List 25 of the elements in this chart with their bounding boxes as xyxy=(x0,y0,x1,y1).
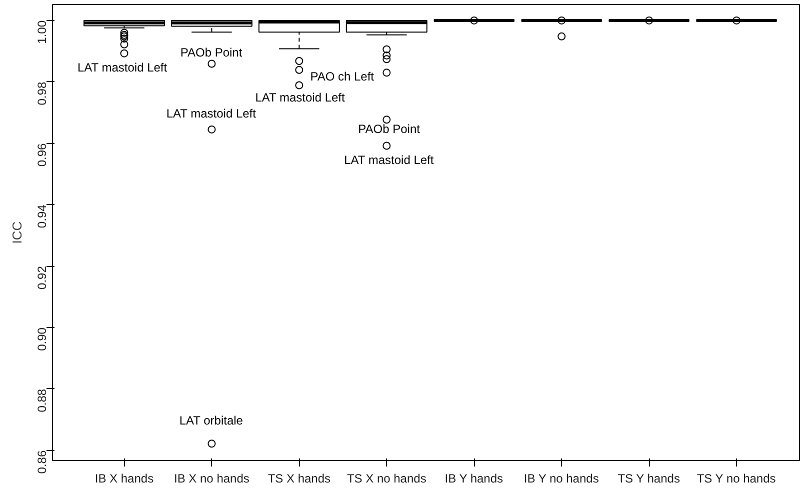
y-tick-label: 0.96 xyxy=(35,142,49,167)
annotation: LAT orbitale xyxy=(179,413,244,428)
x-tick-label: TS X hands xyxy=(268,472,331,486)
y-tick-label: 0.86 xyxy=(35,450,49,474)
annotation: LAT mastoid Left xyxy=(255,90,346,105)
y-tick-label: 1.00 xyxy=(35,20,49,44)
y-tick-label: 0.88 xyxy=(35,388,49,412)
y-axis-title: ICC xyxy=(10,221,24,244)
annotation: LAT mastoid Left xyxy=(166,106,257,121)
annotation: PAOb Point xyxy=(180,46,243,60)
x-tick-label: IB Y hands xyxy=(444,472,504,486)
x-tick-label: TS X no hands xyxy=(346,472,426,486)
y-tick-label: 0.98 xyxy=(35,82,49,106)
x-tick-label: TS Y no hands xyxy=(696,472,776,486)
x-tick-label: IB X no hands xyxy=(174,472,250,486)
annotation: PAO ch Left xyxy=(310,70,375,84)
x-tick-label: IB X hands xyxy=(94,472,154,486)
y-tick-label: 0.92 xyxy=(35,266,49,290)
annotation: LAT mastoid Left xyxy=(77,60,168,75)
x-tick-label: TS Y hands xyxy=(618,472,680,486)
annotation: LAT mastoid Left xyxy=(344,152,434,167)
x-tick-label: IB Y no hands xyxy=(524,472,599,486)
annotation: PAOb Point xyxy=(358,122,421,136)
y-tick-label: 0.90 xyxy=(35,327,49,351)
y-tick-label: 0.94 xyxy=(35,204,49,228)
